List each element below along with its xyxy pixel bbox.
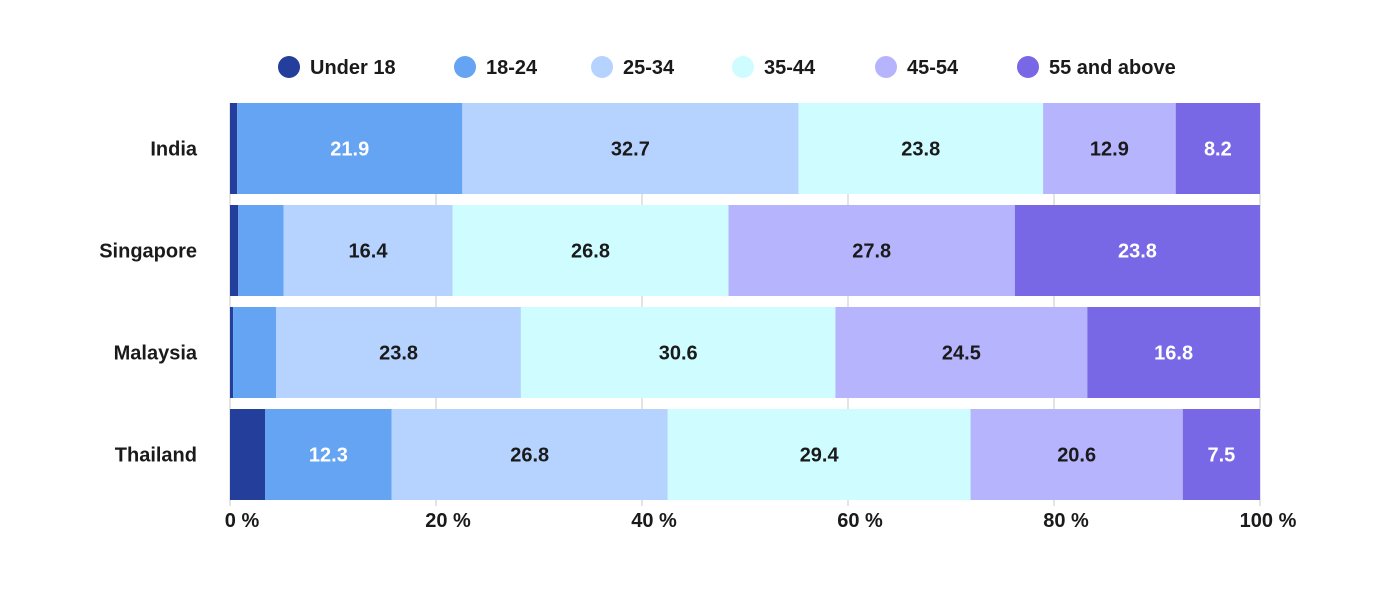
bar-segment xyxy=(1043,103,1176,194)
bars: 21.9 32.7 23.8 12.9 8.2 16.4 26.8 27.8 23.8 23.8 3… xyxy=(230,103,1260,500)
category-label: Singapore xyxy=(99,241,197,263)
data-label: 23.8 xyxy=(379,343,418,365)
x-tick-label: 80 % xyxy=(1043,510,1089,532)
data-label: 7.5 xyxy=(1207,445,1235,467)
data-label: 12.9 xyxy=(1090,139,1129,161)
bar-segment xyxy=(798,103,1044,194)
legend-label: 55 and above xyxy=(1049,57,1176,79)
bar-segment xyxy=(1182,409,1260,500)
data-label: 27.8 xyxy=(852,241,891,263)
legend-label: 25-34 xyxy=(623,57,675,79)
bar-segment xyxy=(233,307,277,398)
data-label: 26.8 xyxy=(571,241,610,263)
bar-segment xyxy=(276,307,521,398)
category-labels: India Singapore Malaysia Thailand xyxy=(99,139,198,467)
bar-segment xyxy=(230,103,238,194)
bar-segment xyxy=(728,205,1015,296)
legend-label: 45-54 xyxy=(907,57,959,79)
bar-segment xyxy=(667,409,971,500)
bar-segment xyxy=(520,307,836,398)
data-label: 29.4 xyxy=(800,445,840,467)
legend-marker xyxy=(591,56,613,78)
bar-segment xyxy=(462,103,799,194)
data-label: 20.6 xyxy=(1057,445,1096,467)
data-label: 24.5 xyxy=(942,343,981,365)
legend-label: 18-24 xyxy=(486,57,538,79)
x-axis-ticks: 0 % 20 % 40 % 60 % 80 % 100 % xyxy=(225,510,1297,532)
bar-segment xyxy=(230,409,266,500)
legend-label: Under 18 xyxy=(310,57,396,79)
data-label: 12.3 xyxy=(309,445,348,467)
bar-segment xyxy=(283,205,453,296)
legend-marker xyxy=(875,56,897,78)
x-tick-label: 60 % xyxy=(837,510,883,532)
legend-marker xyxy=(1017,56,1039,78)
category-label: Malaysia xyxy=(114,343,198,365)
x-tick-label: 0 % xyxy=(225,510,260,532)
data-label: 26.8 xyxy=(510,445,549,467)
bar-segment xyxy=(237,103,463,194)
bar-segment xyxy=(238,205,284,296)
x-tick-label: 40 % xyxy=(631,510,677,532)
data-label: 23.8 xyxy=(1118,241,1157,263)
legend-marker xyxy=(278,56,300,78)
legend-label: 35-44 xyxy=(764,57,816,79)
bar-segment xyxy=(970,409,1183,500)
bar-segment xyxy=(1014,205,1260,296)
data-label: 30.6 xyxy=(659,343,698,365)
data-label: 21.9 xyxy=(330,139,369,161)
data-label: 16.8 xyxy=(1154,343,1193,365)
bar-segment xyxy=(835,307,1088,398)
data-label: 32.7 xyxy=(611,139,650,161)
bar-segment xyxy=(1087,307,1260,398)
data-label: 23.8 xyxy=(901,139,940,161)
bar-segment xyxy=(391,409,668,500)
bar-segment xyxy=(265,409,392,500)
data-label: 16.4 xyxy=(349,241,389,263)
legend-marker xyxy=(732,56,754,78)
bar-segment xyxy=(230,205,239,296)
legend: Under 18 18-24 25-34 35-44 45-54 55 and above xyxy=(278,56,1176,79)
legend-marker xyxy=(454,56,476,78)
data-label: 8.2 xyxy=(1204,139,1232,161)
bar-segment xyxy=(230,307,234,398)
bar-segment xyxy=(452,205,729,296)
x-tick-label: 20 % xyxy=(425,510,471,532)
category-label: India xyxy=(150,139,198,161)
x-tick-label: 100 % xyxy=(1240,510,1297,532)
category-label: Thailand xyxy=(115,445,197,467)
bar-segment xyxy=(1175,103,1260,194)
